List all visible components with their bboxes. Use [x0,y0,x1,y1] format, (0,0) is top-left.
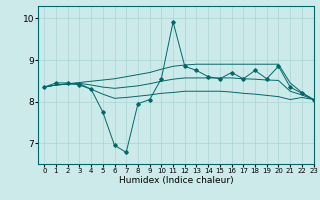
X-axis label: Humidex (Indice chaleur): Humidex (Indice chaleur) [119,176,233,185]
